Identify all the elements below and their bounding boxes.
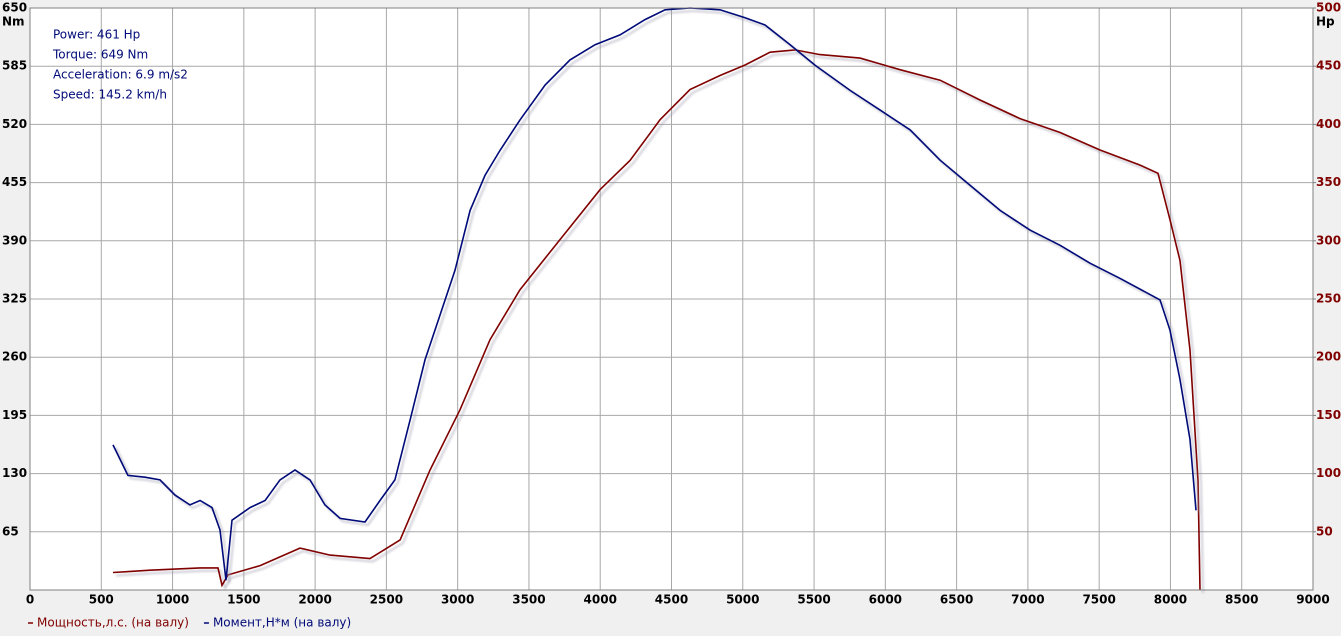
x-tick-label: 7000	[1011, 593, 1044, 607]
plot-frame	[29, 7, 1314, 591]
x-tick-label: 3500	[512, 593, 545, 607]
x-tick-label: 8000	[1154, 593, 1187, 607]
y-tick-label: 650	[2, 1, 27, 15]
x-tick-label: 3000	[441, 593, 474, 607]
y-tick-label: 455	[2, 175, 27, 189]
legend-label: Момент,Н*м (на валу)	[213, 616, 351, 630]
y2-tick-label: 150	[1316, 408, 1341, 422]
legend-label: Мощность,л.с. (на валу)	[37, 616, 189, 630]
y2-tick-label: 250	[1316, 292, 1341, 306]
x-tick-label: 9000	[1296, 593, 1329, 607]
y-tick-label: 65	[2, 524, 19, 538]
x-tick-label: 0	[26, 593, 34, 607]
y-tick-label: 390	[2, 233, 27, 247]
x-tick-label: 8500	[1225, 593, 1258, 607]
y-tick-label: 585	[2, 59, 27, 73]
y-tick-label: 195	[2, 408, 27, 422]
y2-tick-label: 450	[1316, 59, 1341, 73]
info-text: Power: 461 Hp	[53, 28, 140, 42]
y2-tick-label: 350	[1316, 175, 1341, 189]
x-tick-label: 1500	[227, 593, 260, 607]
x-tick-label: 1000	[156, 593, 189, 607]
x-tick-label: 6000	[869, 593, 902, 607]
y-tick-label: 130	[2, 466, 27, 480]
x-tick-label: 5500	[797, 593, 830, 607]
series-line	[112, 7, 1197, 581]
y2-tick-label: 100	[1316, 466, 1341, 480]
y2-tick-label: 50	[1316, 524, 1333, 538]
info-text: Acceleration: 6.9 m/s2	[53, 68, 188, 82]
y2-tick-label: 400	[1316, 117, 1341, 131]
x-tick-label: 7500	[1082, 593, 1115, 607]
x-tick-label: 2500	[370, 593, 403, 607]
x-tick-label: 5000	[726, 593, 759, 607]
x-tick-label: 4500	[655, 593, 688, 607]
y-axis-label: Nm	[2, 15, 25, 29]
info-text: Torque: 649 Nm	[52, 48, 148, 62]
x-tick-label: 2000	[298, 593, 331, 607]
y-tick-label: 520	[2, 117, 27, 131]
y-tick-label: 325	[2, 292, 27, 306]
y2-tick-label: 200	[1316, 350, 1341, 364]
x-tick-label: 6500	[940, 593, 973, 607]
series-line	[112, 49, 1201, 591]
info-text: Speed: 145.2 km/h	[53, 88, 167, 102]
y2-tick-label: 300	[1316, 233, 1341, 247]
y2-axis-label: Hp	[1316, 15, 1335, 29]
x-tick-label: 500	[89, 593, 114, 607]
y2-tick-label: 500	[1316, 1, 1341, 15]
y-tick-label: 260	[2, 350, 27, 364]
x-tick-label: 4000	[584, 593, 617, 607]
